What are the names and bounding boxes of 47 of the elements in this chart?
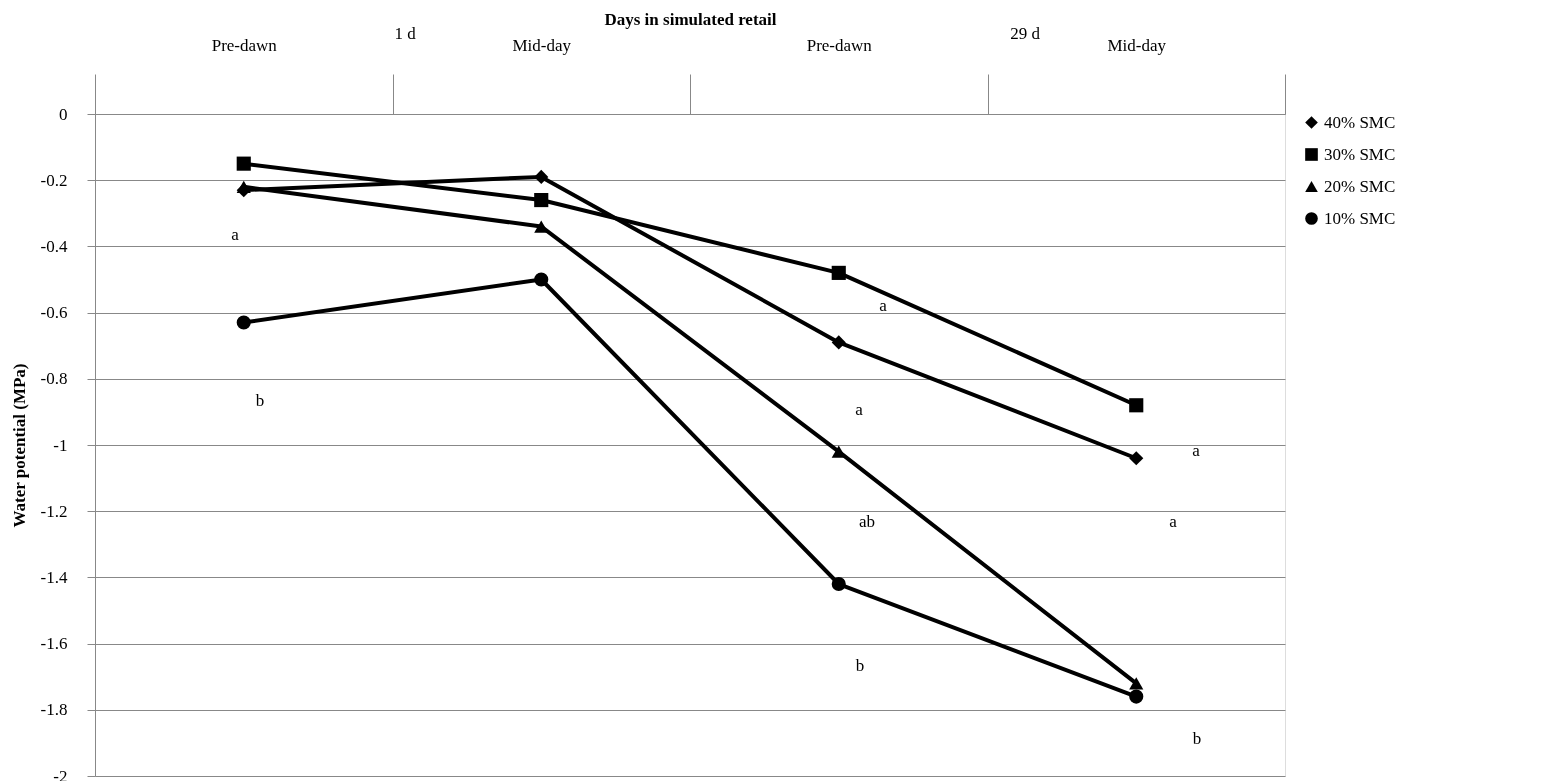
x-tick-label: Mid-day	[512, 35, 572, 55]
text: 1 d	[394, 24, 417, 43]
annotation: b	[255, 391, 265, 410]
annotation: a	[231, 225, 240, 244]
annotation: b	[1192, 729, 1202, 748]
y-tick-label: -0.2	[40, 170, 68, 190]
annotation: ab	[858, 512, 876, 531]
y-tick-label: -0.6	[40, 303, 68, 323]
y-tick-label: -2	[53, 766, 68, 781]
y-axis-title: Water potential (MPa)	[9, 363, 29, 528]
legend-label: 20% SMC	[1324, 176, 1396, 196]
legend-label: 10% SMC	[1324, 208, 1396, 228]
point	[534, 169, 549, 184]
x-tick-label: Pre-dawn	[806, 35, 873, 55]
legend-label: 30% SMC	[1324, 144, 1396, 164]
y-tick-label: 0	[59, 104, 68, 124]
x-tick-label: Pre-dawn	[211, 35, 278, 55]
annotation: b	[855, 656, 865, 675]
point	[1129, 689, 1144, 704]
annotation: a	[879, 296, 888, 315]
point	[831, 576, 846, 592]
y-tick-label: -1.6	[40, 634, 68, 654]
point	[831, 335, 846, 350]
point	[1129, 398, 1144, 413]
point	[1129, 677, 1144, 690]
point	[236, 156, 251, 171]
x-axis-title: Days in simulated retail	[604, 9, 777, 29]
y-tick-label: -1	[53, 435, 68, 455]
point	[236, 315, 251, 330]
x-tick-label: Mid-day	[1107, 35, 1167, 55]
y-tick-label: -0.4	[40, 236, 68, 256]
point	[1129, 451, 1144, 466]
point	[236, 180, 251, 193]
point	[534, 220, 549, 233]
y-tick-label: -1.8	[40, 700, 68, 720]
y-tick-label: -1.2	[40, 501, 68, 521]
point	[831, 265, 846, 280]
y-tick-label: -0.8	[40, 369, 68, 389]
text: 29 d	[1010, 24, 1041, 43]
annotation: a	[1192, 441, 1201, 460]
point	[831, 445, 846, 458]
annotation: a	[855, 400, 864, 419]
point	[534, 192, 549, 208]
annotation: a	[1169, 512, 1178, 531]
legend-label: 40% SMC	[1324, 112, 1396, 132]
y-tick-label: -1.4	[40, 567, 68, 587]
point	[534, 272, 549, 287]
